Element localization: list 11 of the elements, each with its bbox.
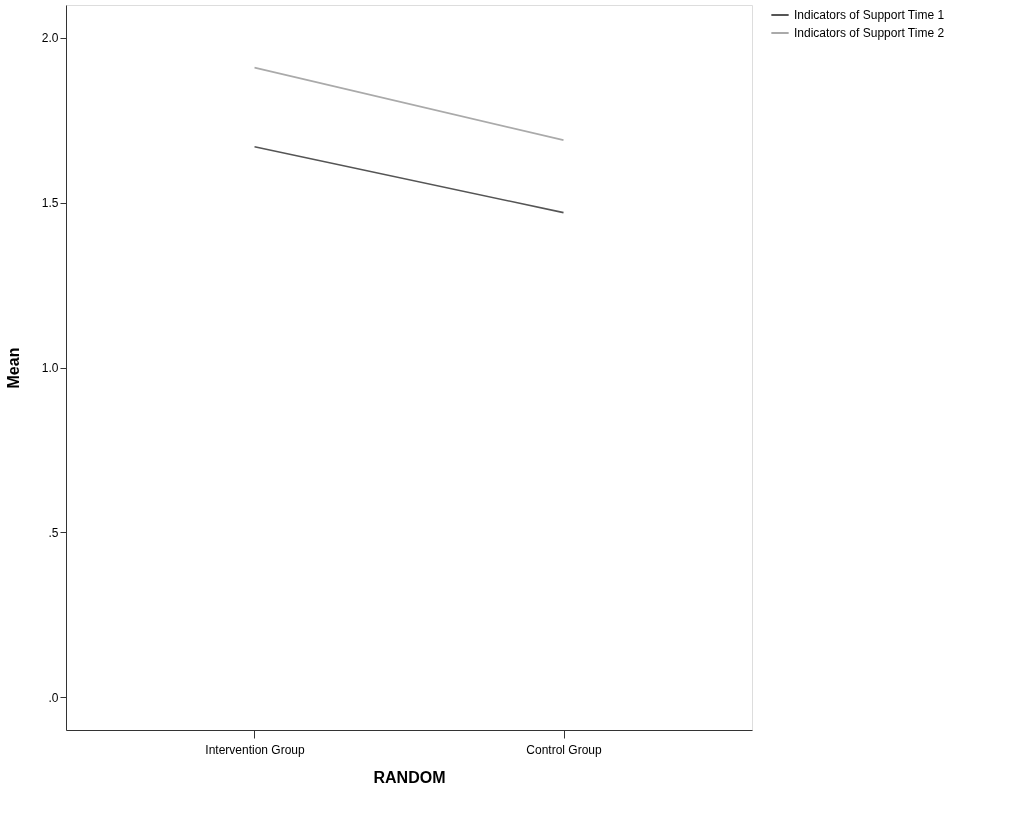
legend-label: Indicators of Support Time 2: [794, 26, 945, 40]
y-tick-label: .5: [48, 525, 59, 540]
y-tick-label: 1.5: [41, 196, 59, 211]
x-tick-label: Intervention Group: [205, 742, 306, 757]
y-tick-label: 2.0: [41, 31, 59, 46]
y-tick-label: 1.0: [41, 361, 59, 375]
legend-label: Indicators of Support Time 1: [794, 8, 945, 22]
y-tick-label: .0: [48, 690, 59, 705]
x-axis-title: RANDOM: [373, 768, 446, 786]
y-axis-title: Mean: [4, 347, 22, 389]
x-tick-label: Control Group: [526, 742, 603, 757]
